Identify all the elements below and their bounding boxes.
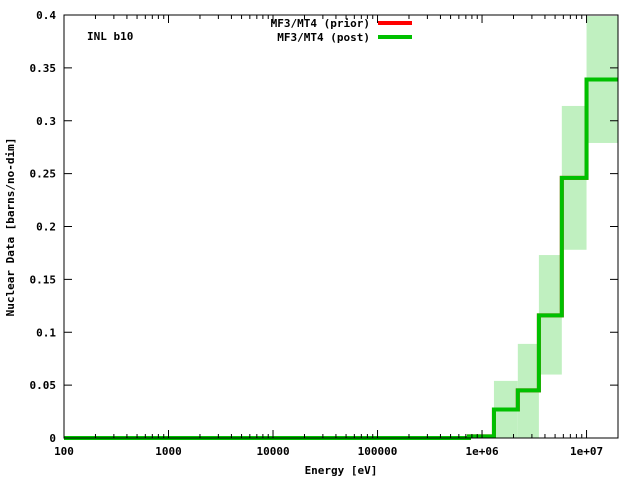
- y-tick-label: 0.3: [36, 115, 56, 128]
- x-tick-label: 10000: [256, 445, 289, 458]
- y-tick-label: 0.15: [30, 273, 57, 286]
- y-axis-label: Nuclear Data [barns/no-dim]: [4, 138, 17, 317]
- legend: MF3/MT4 (prior) MF3/MT4 (post): [271, 17, 412, 44]
- x-axis: 100 1000 10000 100000 1e+06 1e+07: [54, 15, 619, 458]
- legend-label-prior: MF3/MT4 (prior): [271, 17, 370, 30]
- x-axis-label: Energy [eV]: [305, 464, 378, 477]
- y-axis: 0 0.05 0.1 0.15 0.2 0.25 0.3 0.35 0.4: [30, 9, 618, 445]
- y-tick-label: 0.35: [30, 62, 57, 75]
- x-tick-label: 1e+07: [570, 445, 603, 458]
- x-tick-label: 1000: [155, 445, 182, 458]
- legend-label-post: MF3/MT4 (post): [277, 31, 370, 44]
- x-tick-label: 100000: [358, 445, 398, 458]
- y-tick-label: 0.25: [30, 168, 57, 181]
- y-tick-label: 0: [49, 432, 56, 445]
- series-lines: [64, 77, 618, 440]
- y-tick-label: 0.2: [36, 221, 56, 234]
- y-tick-label: 0.1: [36, 326, 56, 339]
- y-tick-label: 0.4: [36, 9, 56, 22]
- x-tick-label: 1e+06: [465, 445, 498, 458]
- y-tick-label: 0.05: [30, 379, 57, 392]
- chart-annotation: INL b10: [87, 30, 133, 43]
- series-line-post: [64, 77, 618, 440]
- x-tick-label: 100: [54, 445, 74, 458]
